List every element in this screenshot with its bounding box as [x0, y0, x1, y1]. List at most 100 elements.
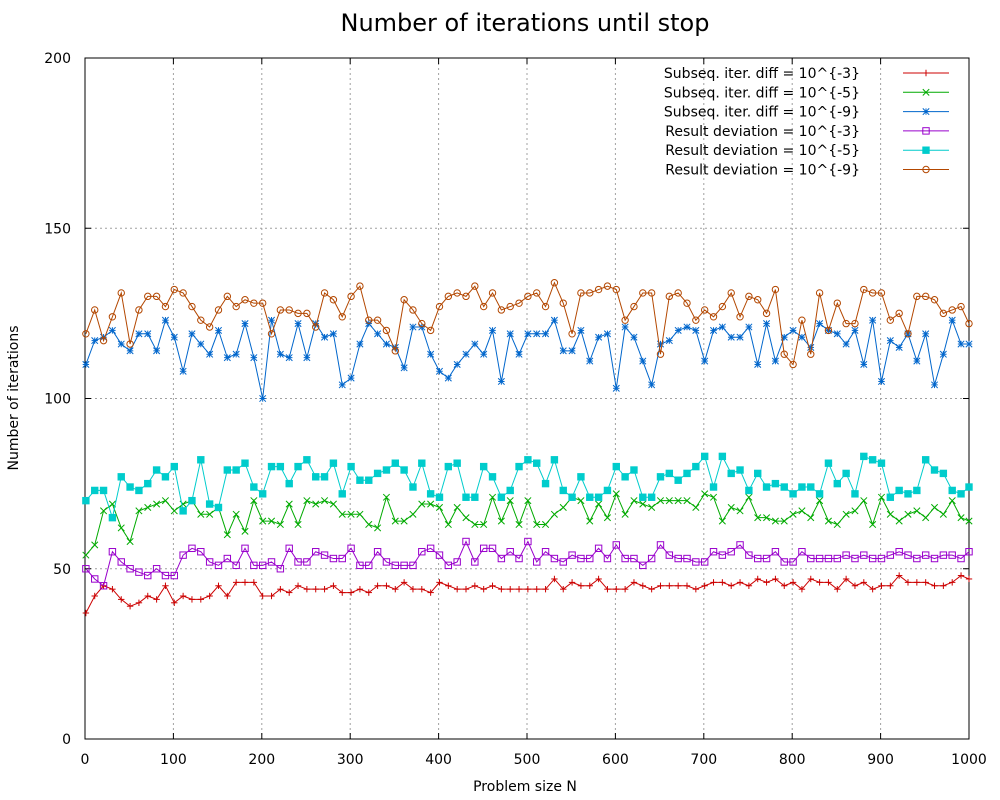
- data-point: [162, 582, 169, 589]
- data-point: [188, 596, 196, 603]
- data-point: [153, 347, 161, 355]
- data-point: [807, 483, 815, 491]
- data-point: [462, 493, 470, 501]
- data-point: [621, 510, 629, 518]
- data-point: [692, 558, 700, 566]
- data-point: [939, 551, 948, 559]
- y-tick-label: 150: [44, 221, 71, 237]
- data-point: [117, 340, 125, 348]
- data-point: [939, 469, 948, 478]
- data-point: [312, 473, 320, 481]
- data-point: [214, 306, 223, 314]
- data-point: [719, 579, 726, 586]
- data-point: [921, 456, 930, 464]
- data-point: [665, 469, 674, 478]
- data-point: [594, 493, 603, 501]
- data-point: [497, 306, 506, 314]
- data-point: [320, 289, 329, 297]
- data-point: [436, 579, 443, 586]
- data-point: [515, 585, 523, 593]
- data-point: [321, 497, 329, 505]
- data-point: [188, 544, 196, 553]
- data-point: [453, 558, 461, 566]
- data-point: [965, 483, 973, 491]
- data-point: [763, 514, 771, 522]
- data-point: [223, 466, 232, 474]
- data-point: [153, 500, 161, 508]
- data-point: [276, 520, 284, 529]
- data-point: [533, 289, 541, 297]
- data-point: [595, 575, 602, 583]
- data-point: [250, 561, 258, 570]
- data-point: [126, 347, 134, 355]
- data-point: [789, 326, 797, 334]
- data-point: [709, 313, 718, 321]
- data-point: [179, 592, 187, 600]
- legend-marker: [922, 69, 930, 77]
- data-point: [338, 313, 346, 321]
- data-point: [100, 507, 108, 515]
- data-point: [541, 302, 550, 311]
- series-6: [82, 279, 973, 369]
- data-point: [586, 554, 594, 563]
- legend-label: Result deviation = 10^{-3}: [665, 124, 860, 140]
- data-point: [762, 309, 771, 318]
- data-point: [488, 544, 497, 553]
- data-point: [117, 473, 125, 481]
- x-tick-label: 700: [690, 752, 717, 768]
- data-point: [612, 541, 620, 549]
- data-point: [197, 456, 205, 464]
- data-point: [152, 292, 161, 301]
- data-point: [91, 575, 99, 583]
- data-point: [329, 554, 338, 563]
- data-point: [329, 459, 338, 467]
- data-point: [692, 462, 700, 471]
- data-point: [347, 374, 355, 382]
- data-point: [886, 493, 895, 501]
- data-point: [250, 483, 258, 491]
- data-point: [179, 289, 187, 297]
- data-point: [427, 500, 435, 508]
- data-point: [506, 330, 514, 338]
- data-point: [250, 579, 258, 586]
- data-point: [383, 582, 390, 589]
- data-point: [152, 565, 161, 573]
- data-point: [577, 473, 585, 481]
- data-point: [232, 510, 240, 518]
- data-point: [789, 579, 797, 586]
- data-point: [895, 309, 903, 318]
- data-point: [568, 330, 576, 338]
- data-point: [904, 330, 912, 338]
- data-point: [621, 473, 629, 481]
- data-point: [330, 582, 337, 589]
- data-point: [117, 558, 125, 566]
- data-point: [391, 459, 399, 467]
- data-point: [382, 340, 390, 348]
- data-point: [842, 340, 850, 348]
- data-point: [479, 544, 488, 553]
- data-point: [594, 285, 603, 294]
- data-point: [400, 517, 408, 525]
- series-layer: [82, 279, 973, 617]
- data-point: [135, 507, 143, 515]
- data-point: [674, 326, 682, 334]
- data-point: [241, 527, 249, 535]
- data-point: [948, 316, 956, 324]
- data-point: [639, 500, 647, 508]
- data-point: [277, 585, 284, 593]
- data-point: [320, 551, 329, 559]
- data-point: [453, 585, 461, 593]
- data-point: [497, 493, 506, 501]
- data-point: [99, 486, 108, 495]
- data-point: [647, 289, 656, 297]
- data-point: [745, 551, 753, 559]
- data-point: [763, 320, 771, 328]
- data-point: [82, 609, 90, 617]
- data-point: [232, 302, 240, 311]
- data-point: [913, 507, 921, 515]
- data-point: [780, 517, 788, 525]
- x-tick-label: 100: [160, 752, 187, 768]
- data-point: [833, 299, 841, 307]
- data-point: [391, 561, 399, 570]
- data-point: [232, 350, 240, 358]
